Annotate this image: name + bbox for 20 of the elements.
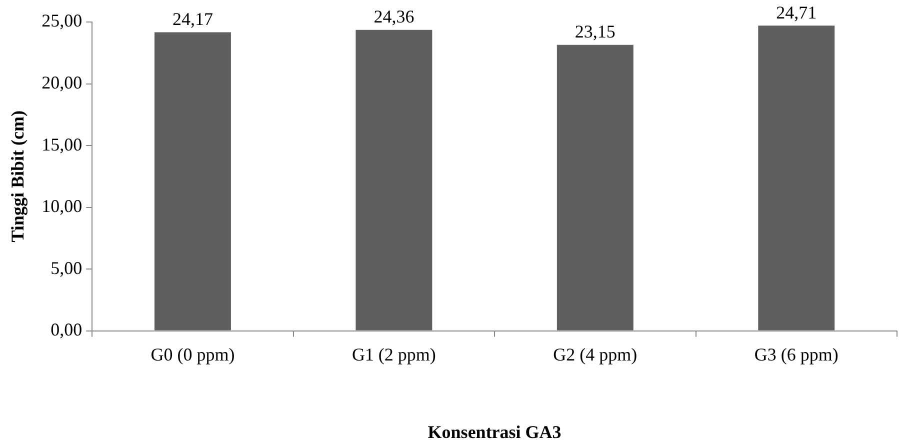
bar xyxy=(556,44,634,330)
data-label: 24,36 xyxy=(374,6,414,27)
y-tick-label: 15,00 xyxy=(42,134,82,154)
y-tick-label: 25,00 xyxy=(42,10,82,31)
x-tick-label: G2 (4 ppm) xyxy=(553,344,638,364)
data-label: 23,15 xyxy=(574,22,616,42)
y-tick-label: 5,00 xyxy=(50,258,82,278)
y-tick-label: 10,00 xyxy=(42,196,82,216)
data-label: 24,71 xyxy=(776,2,817,22)
y-tick-label: 20,00 xyxy=(42,72,82,92)
y-tick-label: 0,00 xyxy=(50,320,82,340)
bar xyxy=(154,32,231,330)
y-axis-title: Tinggi Bibit (cm) xyxy=(7,110,28,242)
x-tick-label: G0 (0 ppm) xyxy=(150,344,235,364)
x-tick-label: G3 (6 ppm) xyxy=(754,344,838,364)
data-label: 24,17 xyxy=(172,8,213,29)
x-tick-label: G1 (2 ppm) xyxy=(352,344,436,364)
x-axis-title: Konsentrasi GA3 xyxy=(428,422,562,442)
bar xyxy=(356,30,432,330)
bar xyxy=(758,26,835,330)
